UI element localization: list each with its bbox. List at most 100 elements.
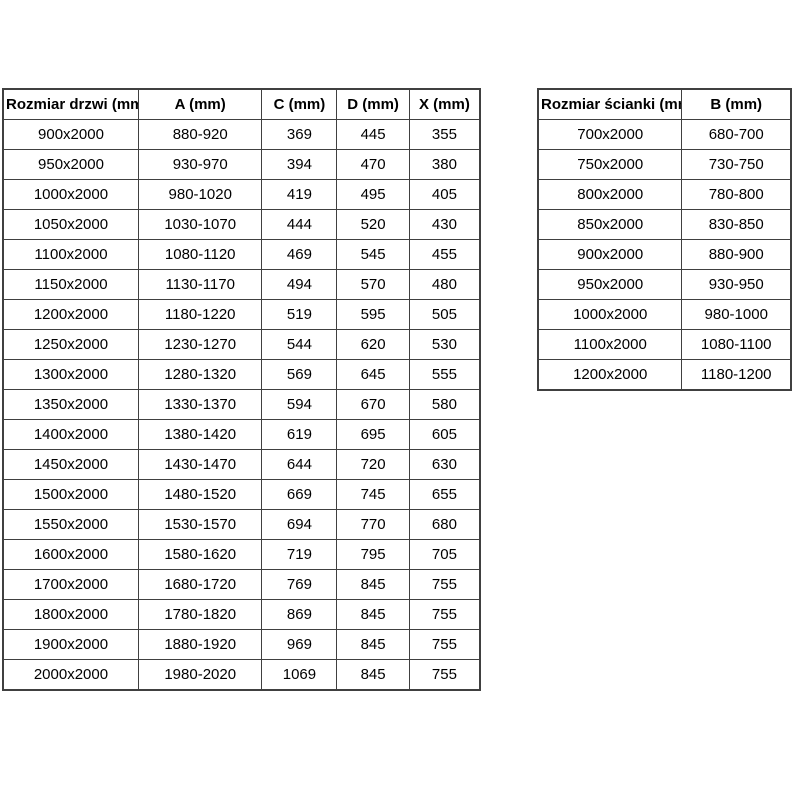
table-row: 1500x2000 1480-1520 669 745 655 [2, 479, 481, 510]
table-cell: 1150x2000 [2, 269, 139, 300]
table-cell: 1400x2000 [2, 419, 139, 450]
table-row: 1550x2000 1530-1570 694 770 680 [2, 509, 481, 540]
table-cell: 594 [261, 389, 338, 420]
table-cell: 495 [336, 179, 410, 210]
table-cell: 1200x2000 [2, 299, 139, 330]
table-cell: 1230-1270 [137, 329, 263, 360]
table-cell: 695 [336, 419, 410, 450]
table-cell: 544 [261, 329, 338, 360]
table-cell: 900x2000 [2, 119, 139, 150]
table-row: 950x2000 930-970 394 470 380 [2, 149, 481, 180]
table-cell: 1250x2000 [2, 329, 139, 360]
table-cell: 1780-1820 [137, 599, 263, 630]
table-cell: 830-850 [681, 209, 792, 240]
table-cell: 1030-1070 [137, 209, 263, 240]
table-cell: 1280-1320 [137, 359, 263, 390]
table-cell: 755 [408, 569, 481, 600]
table-cell: 380 [408, 149, 481, 180]
table-cell: 1080-1120 [137, 239, 263, 270]
table-cell: 430 [408, 209, 481, 240]
header-cell: Rozmiar ścianki (mm) [537, 88, 683, 120]
table-cell: 1480-1520 [137, 479, 263, 510]
table-cell: 1800x2000 [2, 599, 139, 630]
table-cell: 719 [261, 539, 338, 570]
table-cell: 795 [336, 539, 410, 570]
table-cell: 1130-1170 [137, 269, 263, 300]
table-cell: 694 [261, 509, 338, 540]
table-cell: 780-800 [681, 179, 792, 210]
table-cell: 569 [261, 359, 338, 390]
table-cell: 605 [408, 419, 481, 450]
table-cell: 670 [336, 389, 410, 420]
table-row: 1800x2000 1780-1820 869 845 755 [2, 599, 481, 630]
table-cell: 1980-2020 [137, 659, 263, 691]
table-row: 1100x2000 1080-1120 469 545 455 [2, 239, 481, 270]
table-row: 750x2000 730-750 [537, 149, 792, 180]
table-row: 1150x2000 1130-1170 494 570 480 [2, 269, 481, 300]
table-cell: 669 [261, 479, 338, 510]
header-cell: Rozmiar drzwi (mm) [2, 88, 139, 120]
table-cell: 745 [336, 479, 410, 510]
table-cell: 1600x2000 [2, 539, 139, 570]
table-cell: 845 [336, 629, 410, 660]
table-row: 1000x2000 980-1000 [537, 299, 792, 330]
table-cell: 769 [261, 569, 338, 600]
table-row: 1100x2000 1080-1100 [537, 329, 792, 360]
table-cell: 1430-1470 [137, 449, 263, 480]
table-cell: 1000x2000 [537, 299, 683, 330]
table-row: 1300x2000 1280-1320 569 645 555 [2, 359, 481, 390]
table-cell: 444 [261, 209, 338, 240]
table-cell: 1530-1570 [137, 509, 263, 540]
table-cell: 1000x2000 [2, 179, 139, 210]
table-row: 1600x2000 1580-1620 719 795 705 [2, 539, 481, 570]
table-row: 2000x2000 1980-2020 1069 845 755 [2, 659, 481, 691]
table-row: 1700x2000 1680-1720 769 845 755 [2, 569, 481, 600]
table-cell: 619 [261, 419, 338, 450]
table-cell: 405 [408, 179, 481, 210]
table-cell: 700x2000 [537, 119, 683, 150]
table-cell: 394 [261, 149, 338, 180]
table-cell: 800x2000 [537, 179, 683, 210]
table-cell: 1200x2000 [537, 359, 683, 391]
table-cell: 850x2000 [537, 209, 683, 240]
table-row: 800x2000 780-800 [537, 179, 792, 210]
table-cell: 1700x2000 [2, 569, 139, 600]
door-sizes-table: Rozmiar drzwi (mm) A (mm) C (mm) D (mm) X (m… [2, 88, 481, 691]
table-cell: 530 [408, 329, 481, 360]
table-cell: 555 [408, 359, 481, 390]
table-cell: 720 [336, 449, 410, 480]
table-cell: 1680-1720 [137, 569, 263, 600]
table-cell: 950x2000 [537, 269, 683, 300]
header-row: Rozmiar drzwi (mm) A (mm) C (mm) D (mm) X (m… [2, 88, 481, 120]
table-cell: 570 [336, 269, 410, 300]
table-cell: 480 [408, 269, 481, 300]
table-cell: 545 [336, 239, 410, 270]
table-row: 850x2000 830-850 [537, 209, 792, 240]
table-cell: 445 [336, 119, 410, 150]
table-row: 1450x2000 1430-1470 644 720 630 [2, 449, 481, 480]
table-cell: 1180-1200 [681, 359, 792, 391]
table-cell: 755 [408, 599, 481, 630]
table-cell: 519 [261, 299, 338, 330]
table-cell: 969 [261, 629, 338, 660]
table-cell: 655 [408, 479, 481, 510]
header-cell: A (mm) [137, 88, 263, 120]
table-cell: 455 [408, 239, 481, 270]
table-row: 900x2000 880-900 [537, 239, 792, 270]
table-cell: 900x2000 [537, 239, 683, 270]
table-cell: 1300x2000 [2, 359, 139, 390]
table-cell: 845 [336, 659, 410, 691]
table-cell: 1880-1920 [137, 629, 263, 660]
table-cell: 1330-1370 [137, 389, 263, 420]
table-cell: 1100x2000 [537, 329, 683, 360]
table-row: 1200x2000 1180-1200 [537, 359, 792, 391]
table-row: 950x2000 930-950 [537, 269, 792, 300]
table-cell: 755 [408, 629, 481, 660]
table-cell: 419 [261, 179, 338, 210]
table-cell: 1900x2000 [2, 629, 139, 660]
header-row: Rozmiar ścianki (mm) B (mm) [537, 88, 792, 120]
table-cell: 730-750 [681, 149, 792, 180]
table-cell: 1080-1100 [681, 329, 792, 360]
table-cell: 880-900 [681, 239, 792, 270]
